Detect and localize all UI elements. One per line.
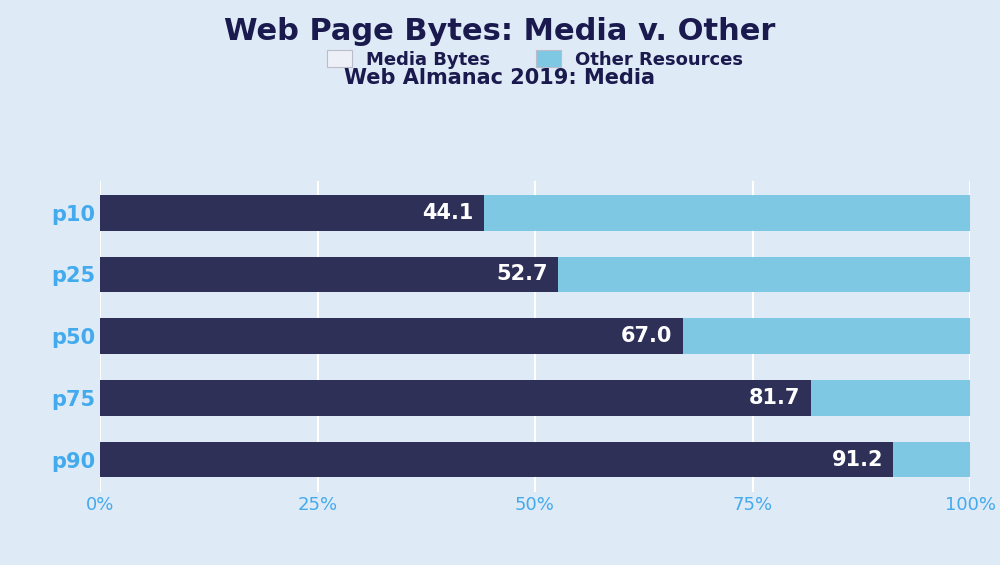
Bar	[100, 442, 893, 477]
Bar	[100, 318, 683, 354]
Legend: Media Bytes, Other Resources: Media Bytes, Other Resources	[318, 41, 752, 77]
Bar	[100, 380, 811, 416]
Text: 67.0: 67.0	[621, 326, 672, 346]
Bar	[100, 257, 558, 292]
Text: 81.7: 81.7	[749, 388, 800, 408]
Bar	[100, 195, 970, 231]
Text: Web Almanac 2019: Media: Web Almanac 2019: Media	[344, 68, 656, 88]
Bar	[100, 257, 970, 292]
Bar	[100, 442, 970, 477]
Bar	[100, 318, 970, 354]
Text: 52.7: 52.7	[497, 264, 548, 285]
Text: Web Page Bytes: Media v. Other: Web Page Bytes: Media v. Other	[224, 17, 776, 46]
Bar	[100, 380, 970, 416]
Text: 91.2: 91.2	[832, 450, 883, 470]
Bar	[100, 195, 484, 231]
Text: 44.1: 44.1	[422, 203, 473, 223]
